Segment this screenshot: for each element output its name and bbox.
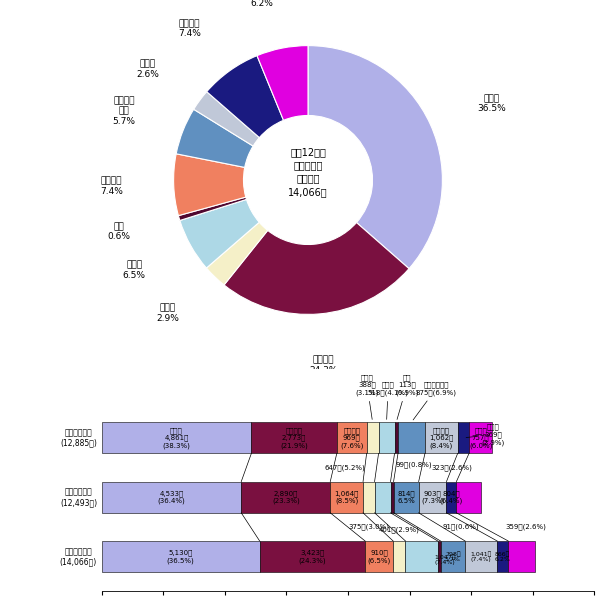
Text: 家庭生活
1,062件
(8.4%): 家庭生活 1,062件 (8.4%): [429, 427, 453, 449]
Bar: [508, 541, 535, 572]
Bar: [425, 422, 458, 454]
Bar: [458, 422, 469, 454]
Text: 自動車
388件
(3.1%): 自動車 388件 (3.1%): [355, 374, 379, 419]
Bar: [260, 541, 365, 572]
Text: 375件(3.0%): 375件(3.0%): [348, 524, 389, 530]
Text: 798件
5.7%: 798件 5.7%: [445, 551, 461, 562]
Text: 工場等
36.5%: 工場等 36.5%: [477, 94, 506, 113]
Text: 深夜営業
969件
(7.6%): 深夜営業 969件 (7.6%): [340, 427, 363, 449]
Bar: [330, 482, 363, 513]
Wedge shape: [224, 223, 409, 314]
Text: 814件
6.5%: 814件 6.5%: [397, 490, 415, 504]
Bar: [241, 482, 330, 513]
Text: その他
757件
(6.0%): その他 757件 (6.0%): [469, 427, 492, 449]
Bar: [251, 422, 337, 454]
Wedge shape: [206, 222, 268, 285]
Bar: [102, 482, 241, 513]
Text: 910件
(6.5%): 910件 (6.5%): [368, 550, 391, 563]
Bar: [394, 422, 398, 454]
Text: 平成１１年度
(12,493件): 平成１１年度 (12,493件): [60, 487, 97, 507]
Text: 1,041件
(7.4%): 1,041件 (7.4%): [471, 551, 492, 562]
Text: 359件(2.6%): 359件(2.6%): [506, 524, 546, 530]
Text: 平成１０年度
(12,885件): 平成１０年度 (12,885件): [60, 428, 97, 448]
Bar: [379, 422, 394, 454]
Bar: [391, 482, 394, 513]
Text: 自動車
2.9%: 自動車 2.9%: [156, 304, 179, 323]
Wedge shape: [176, 109, 253, 167]
Wedge shape: [257, 46, 308, 121]
Bar: [419, 482, 447, 513]
Text: 鉄道
113件
(0.9%): 鉄道 113件 (0.9%): [395, 374, 419, 419]
Text: 工場等
4,861件
(38.3%): 工場等 4,861件 (38.3%): [163, 427, 190, 449]
Text: 平成１２年度
(14,066件): 平成１２年度 (14,066件): [60, 547, 97, 566]
Bar: [469, 422, 492, 454]
Text: 鉄道
0.6%: 鉄道 0.6%: [107, 222, 130, 241]
Text: 2,890件
(23.3%): 2,890件 (23.3%): [272, 490, 299, 504]
Bar: [465, 541, 497, 572]
Bar: [497, 541, 508, 572]
Text: 647件(5.2%): 647件(5.2%): [325, 464, 366, 471]
Bar: [398, 422, 425, 454]
Text: 航空機
518件(4.1%): 航空機 518件(4.1%): [368, 382, 408, 419]
Bar: [405, 541, 438, 572]
Text: 401件(2.9%): 401件(2.9%): [379, 527, 419, 533]
Bar: [375, 482, 391, 513]
Bar: [456, 482, 481, 513]
Text: 91件(0.6%): 91件(0.6%): [442, 524, 479, 530]
Text: 903件
(7.3%): 903件 (7.3%): [421, 490, 444, 504]
Text: 5,130件
(36.5%): 5,130件 (36.5%): [167, 550, 195, 563]
Wedge shape: [308, 46, 442, 269]
Bar: [447, 482, 456, 513]
Text: 99件(0.8%): 99件(0.8%): [395, 461, 432, 467]
Text: 拡声機
369件
(2.9%): 拡声機 369件 (2.9%): [466, 424, 505, 446]
Text: その他
6.2%: その他 6.2%: [250, 0, 274, 8]
Text: 804件
(6.4%): 804件 (6.4%): [440, 490, 463, 504]
Wedge shape: [180, 199, 259, 268]
Text: その他の
営業
5.7%: その他の 営業 5.7%: [113, 96, 136, 126]
Bar: [438, 541, 440, 572]
Text: 4,533件
(36.4%): 4,533件 (36.4%): [158, 490, 185, 504]
Text: 建設作業
24.3%: 建設作業 24.3%: [309, 355, 338, 374]
Text: 深夜営業
7.4%: 深夜営業 7.4%: [100, 176, 123, 196]
Text: 1,064件
(8.5%): 1,064件 (8.5%): [334, 490, 359, 504]
Text: 3,423件
(24.3%): 3,423件 (24.3%): [299, 550, 326, 563]
Bar: [102, 541, 260, 572]
Bar: [365, 541, 393, 572]
Text: 1,047件
(7.4%): 1,047件 (7.4%): [434, 554, 456, 565]
Text: 家庭生活
7.4%: 家庭生活 7.4%: [178, 19, 201, 38]
Bar: [337, 422, 367, 454]
Wedge shape: [179, 197, 246, 220]
Bar: [367, 422, 379, 454]
Bar: [394, 482, 419, 513]
Bar: [393, 541, 405, 572]
Text: 866件
6.2%: 866件 6.2%: [495, 551, 511, 562]
Wedge shape: [174, 154, 246, 215]
Text: 平成12年度
騒音に係る
苦情件数
14,066件: 平成12年度 騒音に係る 苦情件数 14,066件: [288, 147, 328, 197]
Bar: [102, 422, 251, 454]
Text: 323件(2.6%): 323件(2.6%): [431, 464, 472, 471]
Bar: [440, 541, 465, 572]
Wedge shape: [207, 56, 283, 137]
Text: その他の営業
875件(6.9%): その他の営業 875件(6.9%): [413, 382, 456, 420]
Text: 建設作業
2,773件
(21.9%): 建設作業 2,773件 (21.9%): [280, 427, 308, 449]
Wedge shape: [193, 92, 259, 146]
Text: 拡声機
2.6%: 拡声機 2.6%: [137, 59, 160, 79]
Bar: [363, 482, 375, 513]
Text: 航空機
6.5%: 航空機 6.5%: [123, 260, 146, 280]
